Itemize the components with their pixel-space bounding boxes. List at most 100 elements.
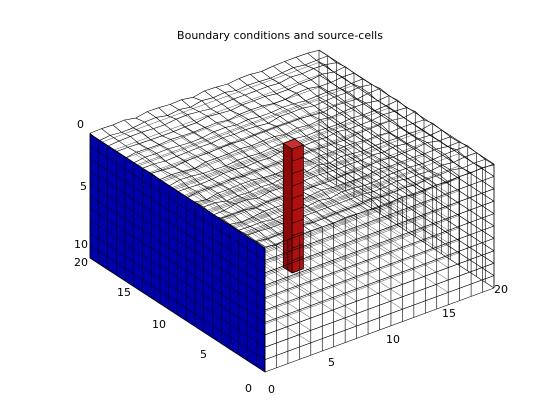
top-grid-line: [418, 138, 428, 143]
front-face-x-line: [264, 200, 495, 286]
top-grid-line: [243, 209, 254, 218]
top-grid-line: [232, 214, 242, 223]
top-grid-line: [336, 95, 347, 103]
top-grid-line: [252, 177, 264, 181]
top-grid-line: [303, 175, 316, 181]
top-grid-line: [372, 120, 382, 125]
top-grid-line: [177, 187, 190, 192]
top-grid-line: [236, 119, 249, 126]
top-grid-line: [130, 136, 140, 144]
top-grid-line: [421, 159, 434, 164]
top-grid-line: [345, 101, 355, 108]
top-grid-line: [302, 105, 315, 109]
top-grid-line: [179, 141, 192, 147]
top-grid-line: [272, 177, 285, 184]
top-grid-line: [203, 202, 216, 208]
top-grid-line: [261, 221, 271, 229]
top-grid-line: [225, 124, 237, 128]
top-grid-line: [248, 116, 260, 120]
top-grid-line: [251, 145, 261, 154]
top-grid-line: [178, 106, 191, 111]
top-grid-line: [222, 137, 232, 144]
front-face-x-line: [264, 262, 495, 348]
top-grid-line: [267, 82, 280, 87]
top-grid-line: [297, 127, 307, 137]
top-grid-line: [430, 164, 443, 172]
front-face-x-line: [264, 287, 495, 373]
top-grid-line: [256, 123, 269, 127]
top-grid-line: [256, 125, 266, 132]
top-grid-line: [215, 83, 228, 88]
top-grid-line: [290, 76, 300, 85]
top-grid-line: [291, 107, 303, 113]
boundary-grid-line: [89, 257, 266, 373]
top-grid-line: [343, 111, 353, 119]
top-grid-line: [273, 61, 285, 67]
top-grid-line: [248, 156, 258, 162]
boundary-grid-line: [89, 183, 266, 298]
x-tick-20: 20: [494, 283, 508, 296]
top-grid-line: [260, 152, 270, 159]
top-grid-line: [253, 100, 263, 107]
source-cell-line: [291, 243, 304, 249]
top-grid-line: [270, 227, 280, 235]
top-grid-line: [198, 111, 208, 117]
top-grid-line: [304, 60, 317, 66]
top-grid-line: [450, 169, 460, 177]
top-grid-line: [247, 230, 260, 236]
top-grid-line: [320, 151, 333, 156]
top-grid-line: [433, 159, 443, 166]
top-grid-line: [442, 164, 452, 171]
top-grid-line: [145, 156, 155, 165]
top-grid-line: [98, 135, 111, 142]
top-grid-line: [210, 108, 220, 114]
inner-layer-line: [181, 149, 357, 265]
top-grid-line: [242, 100, 254, 106]
top-grid-line: [260, 183, 273, 188]
top-grid-line: [201, 100, 211, 110]
top-grid-line: [213, 92, 225, 98]
top-grid-line: [348, 91, 358, 100]
boundary-grid-line: [89, 170, 266, 286]
top-grid-line: [265, 93, 277, 97]
top-grid-line: [215, 86, 225, 93]
top-grid-line: [207, 113, 220, 117]
inner-layer-line: [229, 178, 460, 263]
top-grid-line: [427, 142, 437, 150]
top-grid-line: [332, 187, 342, 193]
top-grid-line: [265, 130, 275, 137]
top-grid-line: [268, 116, 281, 124]
top-grid-line: [210, 103, 223, 110]
top-grid-line: [412, 119, 425, 124]
top-grid-line: [236, 124, 246, 130]
top-grid-line: [165, 156, 177, 162]
top-grid-line: [144, 121, 154, 130]
top-grid-line: [377, 95, 390, 102]
top-grid-line: [254, 170, 264, 178]
top-grid-line: [231, 143, 241, 150]
front-face-x-line: [264, 238, 495, 323]
top-grid-line: [390, 161, 402, 167]
top-grid-line: [357, 128, 370, 134]
top-grid-line: [386, 141, 396, 147]
top-grid-line: [194, 201, 204, 208]
top-grid-line: [273, 65, 283, 74]
top-grid-line: [188, 183, 201, 188]
top-grid-line: [450, 167, 463, 171]
top-grid-line: [433, 154, 445, 160]
top-grid-line: [273, 99, 286, 104]
top-grid-line: [333, 66, 346, 73]
top-grid-line: [181, 99, 191, 108]
top-grid-line: [141, 128, 154, 133]
top-grid-line: [318, 164, 328, 173]
top-grid-line: [372, 114, 384, 121]
x-tick-5: 5: [328, 356, 335, 369]
top-grid-line: [191, 175, 201, 185]
top-grid-line: [383, 110, 396, 115]
top-grid-line: [254, 130, 266, 136]
top-grid-line: [335, 139, 347, 144]
top-grid-line: [315, 172, 328, 177]
top-grid-line: [328, 88, 340, 92]
source-cell-line: [291, 218, 304, 224]
